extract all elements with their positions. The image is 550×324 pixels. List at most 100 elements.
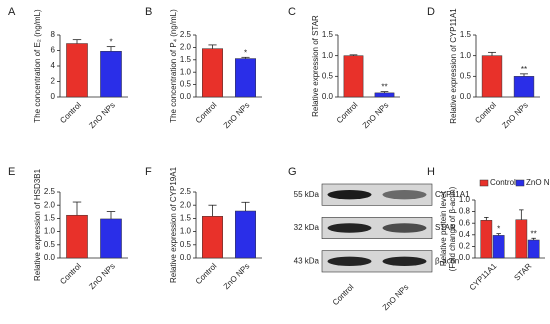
blot-panel xyxy=(321,217,433,239)
y-tick-label: 0.5 xyxy=(180,240,192,249)
y-axis-label: The concentration of E₂ (ng/mL) xyxy=(33,9,42,123)
error-bar xyxy=(241,201,250,212)
x-tick-label: STAR xyxy=(512,261,533,282)
protein-label: β-actin xyxy=(435,256,459,265)
x-tick-label: Control xyxy=(473,100,498,125)
bar xyxy=(515,219,528,259)
error-bar xyxy=(106,46,116,52)
bar xyxy=(235,210,256,259)
bar xyxy=(202,48,223,98)
x-tick-label: ZnO NPs xyxy=(222,101,252,131)
blot-band xyxy=(382,223,427,233)
error-bar xyxy=(106,211,116,219)
bar xyxy=(100,51,122,98)
error-bar xyxy=(72,39,82,44)
blot-band xyxy=(382,189,427,200)
bar xyxy=(202,216,223,259)
y-tick-label: 1.0 xyxy=(460,51,472,60)
x-tick-label: ZnO NPs xyxy=(222,262,252,292)
y-tick-label: 0 xyxy=(51,92,56,101)
y-tick-label: 2.0 xyxy=(180,200,192,209)
legend-swatch xyxy=(479,179,489,187)
y-axis-label: Relative protein level xyxy=(439,192,448,266)
error-bar xyxy=(241,56,250,59)
y-tick-label: 2.5 xyxy=(180,187,192,196)
x-tick-label: CYP11A1 xyxy=(468,261,499,292)
y-tick-label: 2.0 xyxy=(180,43,192,52)
bar xyxy=(513,76,535,98)
marker-label: 32 kDa xyxy=(294,223,320,232)
y-tick-label: 0.6 xyxy=(459,218,471,227)
protein-label: CYP11A1 xyxy=(435,190,470,199)
error-bar xyxy=(380,91,389,93)
panel-letter: E xyxy=(8,166,15,178)
y-tick-label: 0.0 xyxy=(180,253,192,262)
y-axis-label: The concentration of P₄ (ng/mL) xyxy=(169,9,178,123)
panel-letter: D xyxy=(427,6,435,18)
panel-letter: B xyxy=(145,6,152,18)
y-tick-label: 1.0 xyxy=(44,227,56,236)
error-bar xyxy=(208,204,217,217)
error-bar xyxy=(484,216,489,221)
panel-letter: F xyxy=(145,166,152,178)
significance-mark: * xyxy=(244,48,247,57)
x-tick-label: ZnO NPs xyxy=(500,101,530,131)
bar xyxy=(66,214,88,259)
error-bar xyxy=(349,54,358,56)
lane-label: ZnO NPs xyxy=(381,283,411,313)
y-tick-label: 0.0 xyxy=(180,92,192,101)
error-bar xyxy=(519,209,524,220)
x-tick-label: ZnO NPs xyxy=(87,262,117,292)
y-axis-label: Relative expression of STAR xyxy=(311,15,320,117)
significance-mark: ** xyxy=(381,83,387,92)
x-tick-label: Control xyxy=(58,261,83,286)
x-tick-label: Control xyxy=(194,100,219,125)
y-tick-label: 0.0 xyxy=(44,253,56,262)
y-tick-label: 0.0 xyxy=(459,253,471,262)
bar xyxy=(235,58,256,98)
y-tick-label: 0.0 xyxy=(322,92,334,101)
blot-band xyxy=(382,256,427,267)
blot-band xyxy=(327,223,372,233)
significance-mark: ** xyxy=(521,65,527,74)
y-tick-label: 0.8 xyxy=(459,207,471,216)
y-tick-label: 1.0 xyxy=(459,195,471,204)
y-axis-label: Relative expression of CYP11A1 xyxy=(449,8,458,124)
y-tick-label: 1.5 xyxy=(322,30,334,39)
legend-label: Control xyxy=(490,178,516,187)
protein-label: STAR xyxy=(435,223,456,232)
x-tick-label: ZnO NPs xyxy=(87,101,117,131)
y-tick-label: 0.5 xyxy=(44,240,56,249)
y-tick-label: 1.0 xyxy=(322,51,334,60)
x-tick-label: Control xyxy=(335,100,360,125)
x-tick-label: Control xyxy=(194,261,219,286)
blot-band xyxy=(327,189,372,200)
y-tick-label: 0.5 xyxy=(460,71,472,80)
x-tick-label: ZnO NPs xyxy=(361,101,391,131)
bar xyxy=(527,239,540,259)
bar xyxy=(492,235,505,259)
y-tick-label: 1.5 xyxy=(180,55,192,64)
y-axis-label: Relative expression of CYP19A1 xyxy=(169,166,178,283)
y-tick-label: 0.4 xyxy=(459,230,471,239)
x-tick-label: Control xyxy=(58,100,83,125)
significance-mark: ** xyxy=(531,229,537,238)
y-tick-label: 1.5 xyxy=(180,214,192,223)
bar xyxy=(66,43,88,98)
y-axis-label: (Fold change of β-actin) xyxy=(448,186,457,271)
error-bar xyxy=(208,44,217,49)
y-tick-label: 8 xyxy=(51,30,56,39)
panel-letter: G xyxy=(288,166,297,178)
y-tick-label: 4 xyxy=(51,61,56,70)
error-bar xyxy=(520,73,528,77)
lane-label: Control xyxy=(331,282,356,307)
y-tick-label: 2.5 xyxy=(44,187,56,196)
y-tick-label: 0.0 xyxy=(460,92,472,101)
y-tick-label: 0.2 xyxy=(459,242,471,251)
y-tick-label: 0.5 xyxy=(180,80,192,89)
error-bar xyxy=(531,237,536,241)
marker-label: 55 kDa xyxy=(294,190,320,199)
panel-letter: H xyxy=(427,166,435,178)
error-bar xyxy=(72,201,82,216)
